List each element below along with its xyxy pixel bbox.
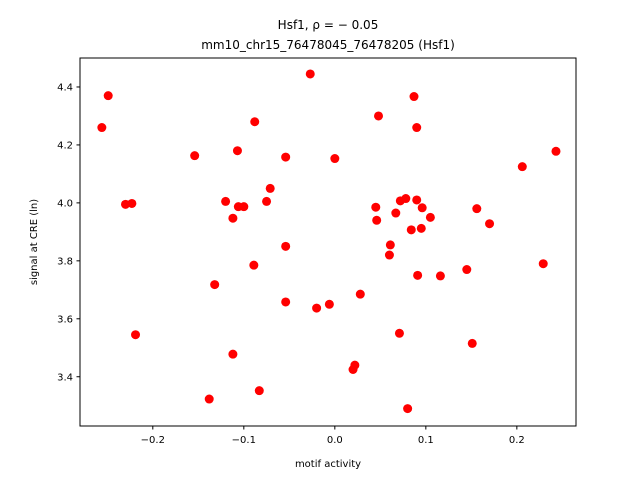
data-point <box>406 225 416 235</box>
data-point <box>249 260 259 270</box>
y-tick-label: 3.6 <box>57 314 73 325</box>
data-point <box>517 162 527 172</box>
data-point <box>413 270 423 280</box>
data-point <box>371 202 381 212</box>
data-point <box>265 183 275 193</box>
x-tick-label: 0.0 <box>327 435 343 446</box>
data-point <box>485 219 495 229</box>
data-point <box>103 91 113 101</box>
y-axis-ticks: 3.4 3.6 3.8 4.0 4.2 4.4 <box>57 83 80 383</box>
data-point <box>416 223 426 233</box>
x-tick-label: −0.2 <box>141 435 165 446</box>
data-point <box>472 204 482 214</box>
data-point <box>425 212 435 222</box>
data-point <box>409 92 419 102</box>
data-point <box>394 328 404 338</box>
data-point <box>190 151 200 161</box>
data-point <box>417 203 427 213</box>
data-point <box>412 123 422 133</box>
y-tick-label: 4.4 <box>57 83 73 94</box>
data-point <box>412 195 422 205</box>
data-points <box>97 69 561 414</box>
data-point <box>281 297 291 307</box>
data-point <box>210 280 220 290</box>
data-point <box>312 303 322 313</box>
data-point <box>355 289 365 299</box>
y-tick-label: 4.2 <box>57 141 73 152</box>
data-point <box>254 386 264 396</box>
plot-area-frame <box>79 57 577 427</box>
data-point <box>228 349 238 359</box>
data-point <box>262 196 272 206</box>
data-point <box>97 123 107 133</box>
data-point <box>374 111 384 121</box>
chart-title-line-1: Hsf1, ρ = − 0.05 <box>278 18 379 32</box>
data-point <box>330 154 340 164</box>
y-axis-label: signal at CRE (ln) <box>29 199 40 285</box>
x-tick-label: −0.1 <box>232 435 256 446</box>
data-point <box>127 198 137 208</box>
y-tick-label: 3.8 <box>57 256 73 267</box>
data-point <box>232 146 242 156</box>
y-tick-label: 4.0 <box>57 198 73 209</box>
chart-title-line-2: mm10_chr15_76478045_76478205 (Hsf1) <box>201 38 455 52</box>
data-point <box>204 394 214 404</box>
x-axis-ticks: −0.2 −0.1 0.0 0.1 0.2 <box>141 426 525 446</box>
data-point <box>228 213 238 223</box>
data-point <box>467 338 477 348</box>
data-point <box>250 117 260 127</box>
data-point <box>435 271 445 281</box>
data-point <box>391 208 401 218</box>
data-point <box>385 240 395 250</box>
data-point <box>350 360 360 370</box>
data-point <box>324 299 334 309</box>
data-point <box>131 330 141 340</box>
x-tick-label: 0.2 <box>509 435 525 446</box>
data-point <box>462 265 472 275</box>
x-tick-label: 0.1 <box>418 435 434 446</box>
data-point <box>239 202 249 212</box>
data-point <box>305 69 315 79</box>
data-point <box>281 152 291 162</box>
data-point <box>384 250 394 260</box>
x-axis-label: motif activity <box>295 459 361 470</box>
data-point <box>372 215 382 225</box>
data-point <box>403 404 413 414</box>
data-point <box>538 259 548 269</box>
data-point <box>401 194 411 204</box>
y-tick-label: 3.4 <box>57 372 73 383</box>
data-point <box>281 241 291 251</box>
data-point <box>221 196 231 206</box>
data-point <box>551 146 561 156</box>
